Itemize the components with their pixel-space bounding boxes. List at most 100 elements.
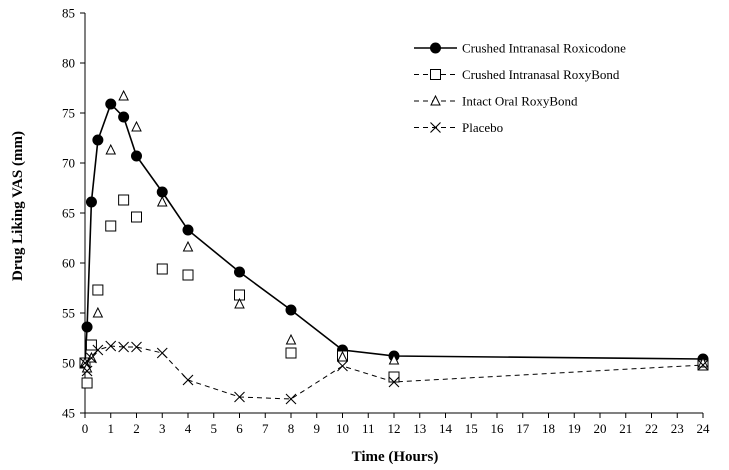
data-point (92, 284, 104, 296)
x-axis-title: Time (Hours) (352, 449, 439, 465)
data-point (81, 377, 93, 389)
data-point (105, 220, 117, 232)
x-stroke (118, 341, 130, 353)
series-line-1 (84, 102, 704, 364)
x-stroke (105, 340, 117, 352)
data-point (234, 266, 245, 278)
x-stroke (388, 376, 400, 388)
legend-label: Crushed Intranasal Roxicodone (462, 41, 626, 56)
series-markers-1 (79, 98, 709, 369)
y-tick-label: 70 (62, 156, 75, 171)
data-point (182, 240, 194, 252)
data-point (697, 359, 709, 371)
x-stroke (156, 347, 168, 359)
legend-marker (430, 69, 441, 80)
data-point (182, 374, 194, 386)
data-point (81, 365, 93, 377)
legend-marker (430, 94, 441, 106)
data-point (388, 371, 400, 383)
x-tick-label: 18 (542, 421, 555, 436)
data-point (118, 194, 130, 206)
data-point (285, 347, 297, 359)
x-stroke (285, 393, 297, 405)
data-point (131, 150, 142, 162)
x-tick-label: 8 (288, 421, 295, 436)
x-tick-label: 14 (439, 421, 453, 436)
data-point (156, 263, 168, 275)
legend-item: Crushed Intranasal RoxyBond (414, 67, 620, 82)
legend-item: Placebo (414, 120, 503, 135)
data-point (182, 269, 194, 281)
data-point (105, 98, 117, 110)
x-tick-label: 10 (336, 421, 349, 436)
x-stroke (337, 360, 348, 372)
x-tick-label: 17 (516, 421, 530, 436)
y-axis-title: Drug Liking VAS (mm) (10, 131, 26, 281)
y-tick-label: 55 (62, 306, 75, 321)
data-point (79, 357, 91, 369)
data-point (337, 350, 348, 362)
data-point (285, 304, 297, 316)
legend-label: Intact Oral RoxyBond (462, 94, 578, 109)
data-point (85, 196, 97, 208)
data-point (234, 391, 245, 403)
data-point (156, 195, 168, 207)
x-tick-label: 15 (465, 421, 478, 436)
data-point (105, 143, 117, 155)
data-point (81, 321, 93, 333)
data-point (182, 224, 194, 236)
x-tick-label: 13 (413, 421, 426, 436)
y-tick-label: 65 (62, 206, 75, 221)
series-markers-3 (79, 89, 709, 373)
x-stroke (79, 357, 91, 369)
x-tick-label: 4 (185, 421, 192, 436)
data-point (118, 111, 130, 123)
x-tick-label: 20 (594, 421, 607, 436)
x-stroke (81, 365, 93, 377)
data-point (92, 306, 104, 318)
x-tick-label: 2 (133, 421, 140, 436)
x-stroke (430, 122, 441, 133)
x-tick-label: 7 (262, 421, 269, 436)
x-tick-label: 16 (491, 421, 505, 436)
series-layer (79, 89, 709, 405)
legend-marker (430, 42, 441, 54)
x-tick-label: 23 (671, 421, 684, 436)
x-axis: 0 1 2 3 4 5 6 7 8 9 10 11 12 13 14 15 16 17 18 19 20 21 22 23 24 (82, 412, 711, 436)
y-tick-label: 45 (62, 406, 75, 421)
data-point (118, 89, 129, 101)
y-tick-label: 85 (62, 6, 75, 21)
data-point (285, 333, 297, 345)
y-tick-label: 60 (62, 256, 75, 271)
data-point (92, 134, 104, 146)
y-axis: 45 50 55 60 65 70 75 80 85 (62, 6, 86, 421)
x-stroke (697, 359, 709, 371)
x-tick-label: 12 (388, 421, 401, 436)
data-point (131, 341, 142, 353)
legend-item: Crushed Intranasal Roxicodone (414, 41, 626, 56)
x-stroke (92, 344, 104, 356)
data-point (118, 341, 130, 353)
legend-label: Crushed Intranasal RoxyBond (462, 67, 620, 82)
data-point (85, 339, 97, 351)
series-markers-4 (79, 340, 709, 405)
legend-label: Placebo (462, 120, 503, 135)
legend-item: Intact Oral RoxyBond (414, 94, 578, 109)
x-stroke (182, 374, 194, 386)
x-tick-label: 22 (645, 421, 658, 436)
x-tick-label: 19 (568, 421, 581, 436)
x-tick-label: 3 (159, 421, 166, 436)
data-point (86, 352, 97, 364)
data-point (388, 376, 400, 388)
x-tick-label: 24 (697, 421, 711, 436)
y-tick-label: 50 (62, 356, 75, 371)
y-tick-label: 80 (62, 56, 75, 71)
x-stroke (234, 391, 245, 403)
x-tick-label: 5 (211, 421, 218, 436)
x-tick-label: 1 (108, 421, 115, 436)
x-stroke (131, 341, 142, 353)
data-point (131, 120, 142, 132)
legend-marker (430, 122, 441, 133)
data-point (337, 360, 348, 372)
